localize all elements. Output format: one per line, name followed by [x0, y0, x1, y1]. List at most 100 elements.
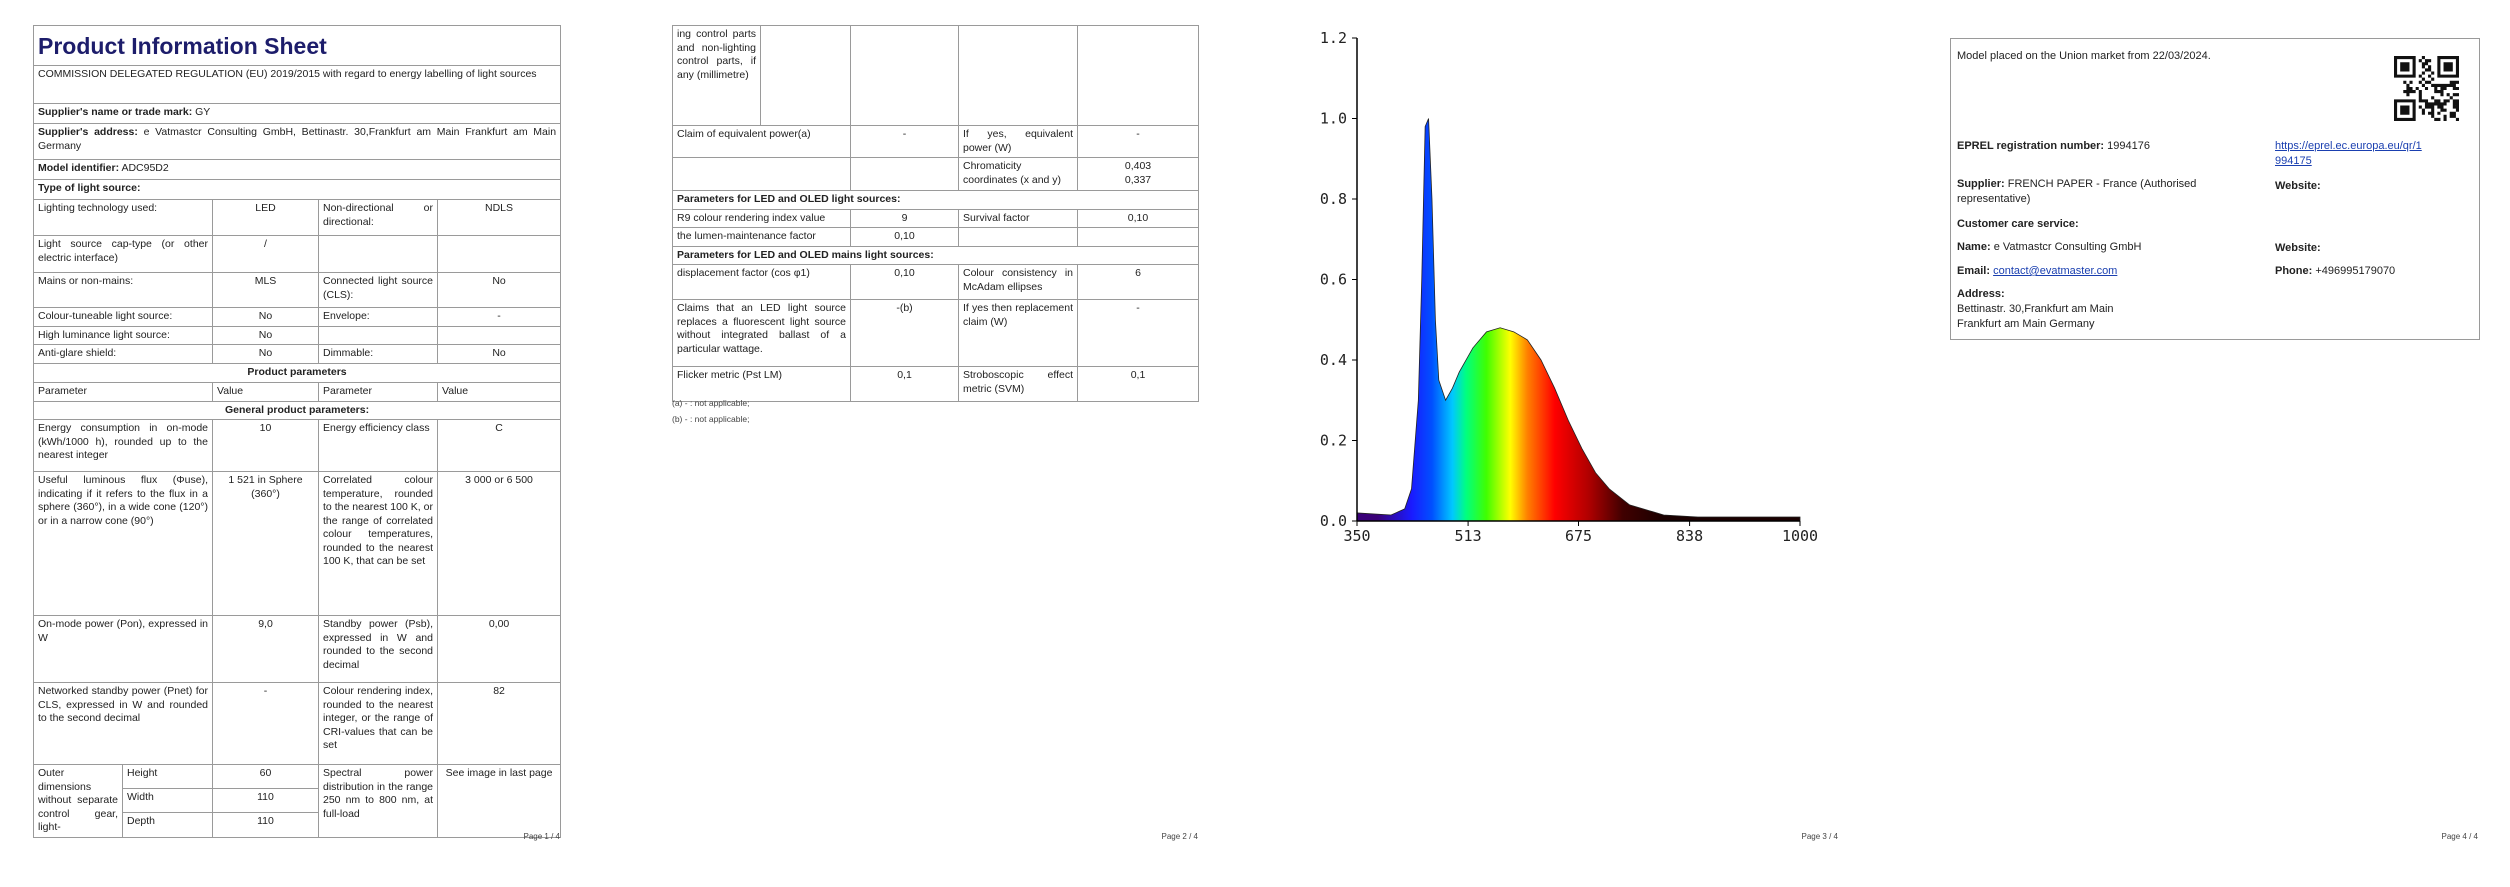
table-cell: Value	[212, 381, 319, 402]
table-cell: Dimmable:	[318, 344, 438, 364]
table-cell	[436, 325, 562, 345]
table-row: Product Information Sheet	[32, 25, 562, 66]
table-row: Useful luminous flux (Φuse), indicating …	[33, 471, 562, 616]
table-cell	[672, 157, 851, 191]
table-cell: 3 000 or 6 500	[436, 471, 562, 616]
table-cell	[958, 227, 1078, 247]
table-cell: -	[1077, 125, 1199, 158]
table-cell: Supplier's name or trade mark: GY	[32, 103, 562, 124]
table-cell: Width	[122, 788, 213, 814]
table-cell	[318, 325, 438, 345]
table-row: Light source cap-type (or other electric…	[33, 235, 562, 273]
qr-modules	[2394, 56, 2459, 121]
table-cell: -	[850, 125, 959, 158]
qr-code[interactable]	[2394, 56, 2459, 121]
table-cell: Standby power (Psb), expressed in W and …	[318, 615, 438, 683]
table-cell: 82	[436, 682, 562, 765]
page-footer: Page 3 / 4	[1801, 832, 1838, 841]
table-cell: Claim of equivalent power(a)	[672, 125, 851, 158]
table-cell: General product parameters:	[32, 400, 562, 420]
table-cell: No	[436, 272, 562, 308]
table-cell: 9	[850, 208, 959, 228]
table-row: R9 colour rendering index value 9 Survival…	[672, 208, 1199, 228]
table-cell: 0,1	[1077, 366, 1199, 402]
label: Address:	[1957, 288, 2005, 300]
table-cell: /	[212, 235, 319, 273]
y-tick-label: 0.2	[1320, 432, 1347, 450]
table-cell	[1077, 227, 1199, 247]
table-row: Depth 110	[34, 812, 561, 838]
x-tick-label: 350	[1343, 527, 1370, 545]
table-row: Flicker metric (Pst LM) 0,1 Stroboscopic e…	[672, 366, 1199, 402]
table-cell: Anti-glare shield:	[33, 344, 213, 364]
table-cell: Flicker metric (Pst LM)	[672, 366, 851, 402]
table-cell: Networked standby power (Pnet) for CLS, …	[33, 682, 213, 765]
table-cell: Product Information Sheet	[32, 25, 562, 66]
value: e Vatmastcr Consulting GmbH, Bettinastr.…	[38, 126, 557, 152]
table-cell	[850, 25, 959, 126]
table-cell	[436, 235, 562, 273]
table-cell: 0,10	[1077, 208, 1199, 228]
table-row: Claims that an LED light source replaces…	[672, 299, 1199, 367]
label: Phone:	[2275, 265, 2313, 277]
table-row: Anti-glare shield: No Dimmable: No	[33, 344, 562, 364]
y-tick-label: 0.4	[1320, 351, 1347, 369]
info-table: Product Information Sheet COMMISSION DELE…	[32, 25, 562, 838]
value: +496995179070	[2315, 265, 2396, 277]
label: Name:	[1957, 241, 1991, 253]
table-cell: Chromaticity coordinates (x and y)	[958, 157, 1078, 191]
table-cell: Useful luminous flux (Φuse), indicating …	[33, 471, 213, 616]
label: Supplier:	[1957, 178, 2005, 190]
table-cell: Colour consistency in McAdam ellipses	[958, 264, 1078, 300]
table-cell: Colour-tuneable light source:	[33, 307, 213, 327]
label: Email:	[1957, 265, 1991, 277]
email-link[interactable]: contact@evatmaster.com	[1993, 265, 2118, 277]
table-cell: C	[436, 419, 562, 472]
table-cell: Depth	[122, 812, 213, 838]
address-line: Bettinastr. 30,Frankfurt am Main	[1957, 303, 2114, 315]
eprel: EPREL registration number: 1994176	[1957, 139, 2150, 154]
table-row: Parameters for LED and OLED light source…	[672, 190, 1199, 210]
table-row: High luminance light source: No	[33, 325, 562, 345]
table-row: Type of light source:	[32, 179, 562, 200]
table-cell: Parameters for LED and OLED mains light …	[672, 245, 1199, 265]
x-tick-label: 1000	[1782, 527, 1818, 545]
address-line: Frankfurt am Main Germany	[1957, 318, 2095, 330]
label: Supplier's name or trade mark:	[38, 106, 193, 118]
table-row: Supplier's address: e Vatmastcr Consulti…	[32, 123, 562, 160]
table-cell: Non-directional or directional:	[318, 199, 438, 236]
table-cell: Supplier's address: e Vatmastcr Consulti…	[32, 123, 562, 160]
table-cell	[958, 25, 1078, 126]
table-cell: On-mode power (Pon), expressed in W	[33, 615, 213, 683]
table-cell	[850, 157, 959, 191]
value: GY	[195, 106, 211, 118]
table-cell: -(b)	[850, 299, 959, 367]
spectrum-chart: 0.0 0.2 0.4 0.6 0.8 1.0 1.2 350 513 675 838 1000	[1320, 29, 1818, 545]
value: ADC95D2	[121, 162, 169, 174]
table-row: Parameters for LED and OLED mains light …	[672, 245, 1199, 265]
y-tick-label: 0.6	[1320, 271, 1347, 289]
table-cell: the lumen-maintenance factor	[672, 227, 851, 247]
footnote: (a) - : not applicable;	[672, 398, 750, 408]
table-cell: 0,10	[850, 227, 959, 247]
y-tick-label: 1.2	[1320, 29, 1347, 47]
table-cell: MLS	[212, 272, 319, 308]
info-table: ing control parts and non-lighting contr…	[672, 25, 1199, 402]
table-row: On-mode power (Pon), expressed in W 9,0 St…	[33, 615, 562, 683]
table-cell: ing control parts and non-lighting contr…	[672, 25, 761, 126]
x-tick-label: 675	[1565, 527, 1592, 545]
table-cell: No	[436, 344, 562, 364]
eprel-link[interactable]: https://eprel.ec.europa.eu/qr/1994175	[2275, 140, 2422, 167]
table-cell: Energy consumption in on-mode (kWh/1000 …	[33, 419, 213, 472]
value: 0,337	[1124, 173, 1152, 186]
table-cell: COMMISSION DELEGATED REGULATION (EU) 201…	[32, 65, 562, 104]
table-row: Parameter Value Parameter Value	[33, 381, 562, 402]
label: Website:	[2275, 242, 2321, 254]
table-cell: No	[212, 344, 319, 364]
table-cell: Envelope:	[318, 307, 438, 327]
table-cell: Spectral power distribution in the range…	[318, 764, 438, 838]
table-cell: 0,1	[850, 366, 959, 402]
table-cell: 9,0	[212, 615, 319, 683]
table-row: displacement factor (cos φ1) 0,10 Colour c…	[672, 264, 1199, 300]
table-cell: 6	[1077, 264, 1199, 300]
